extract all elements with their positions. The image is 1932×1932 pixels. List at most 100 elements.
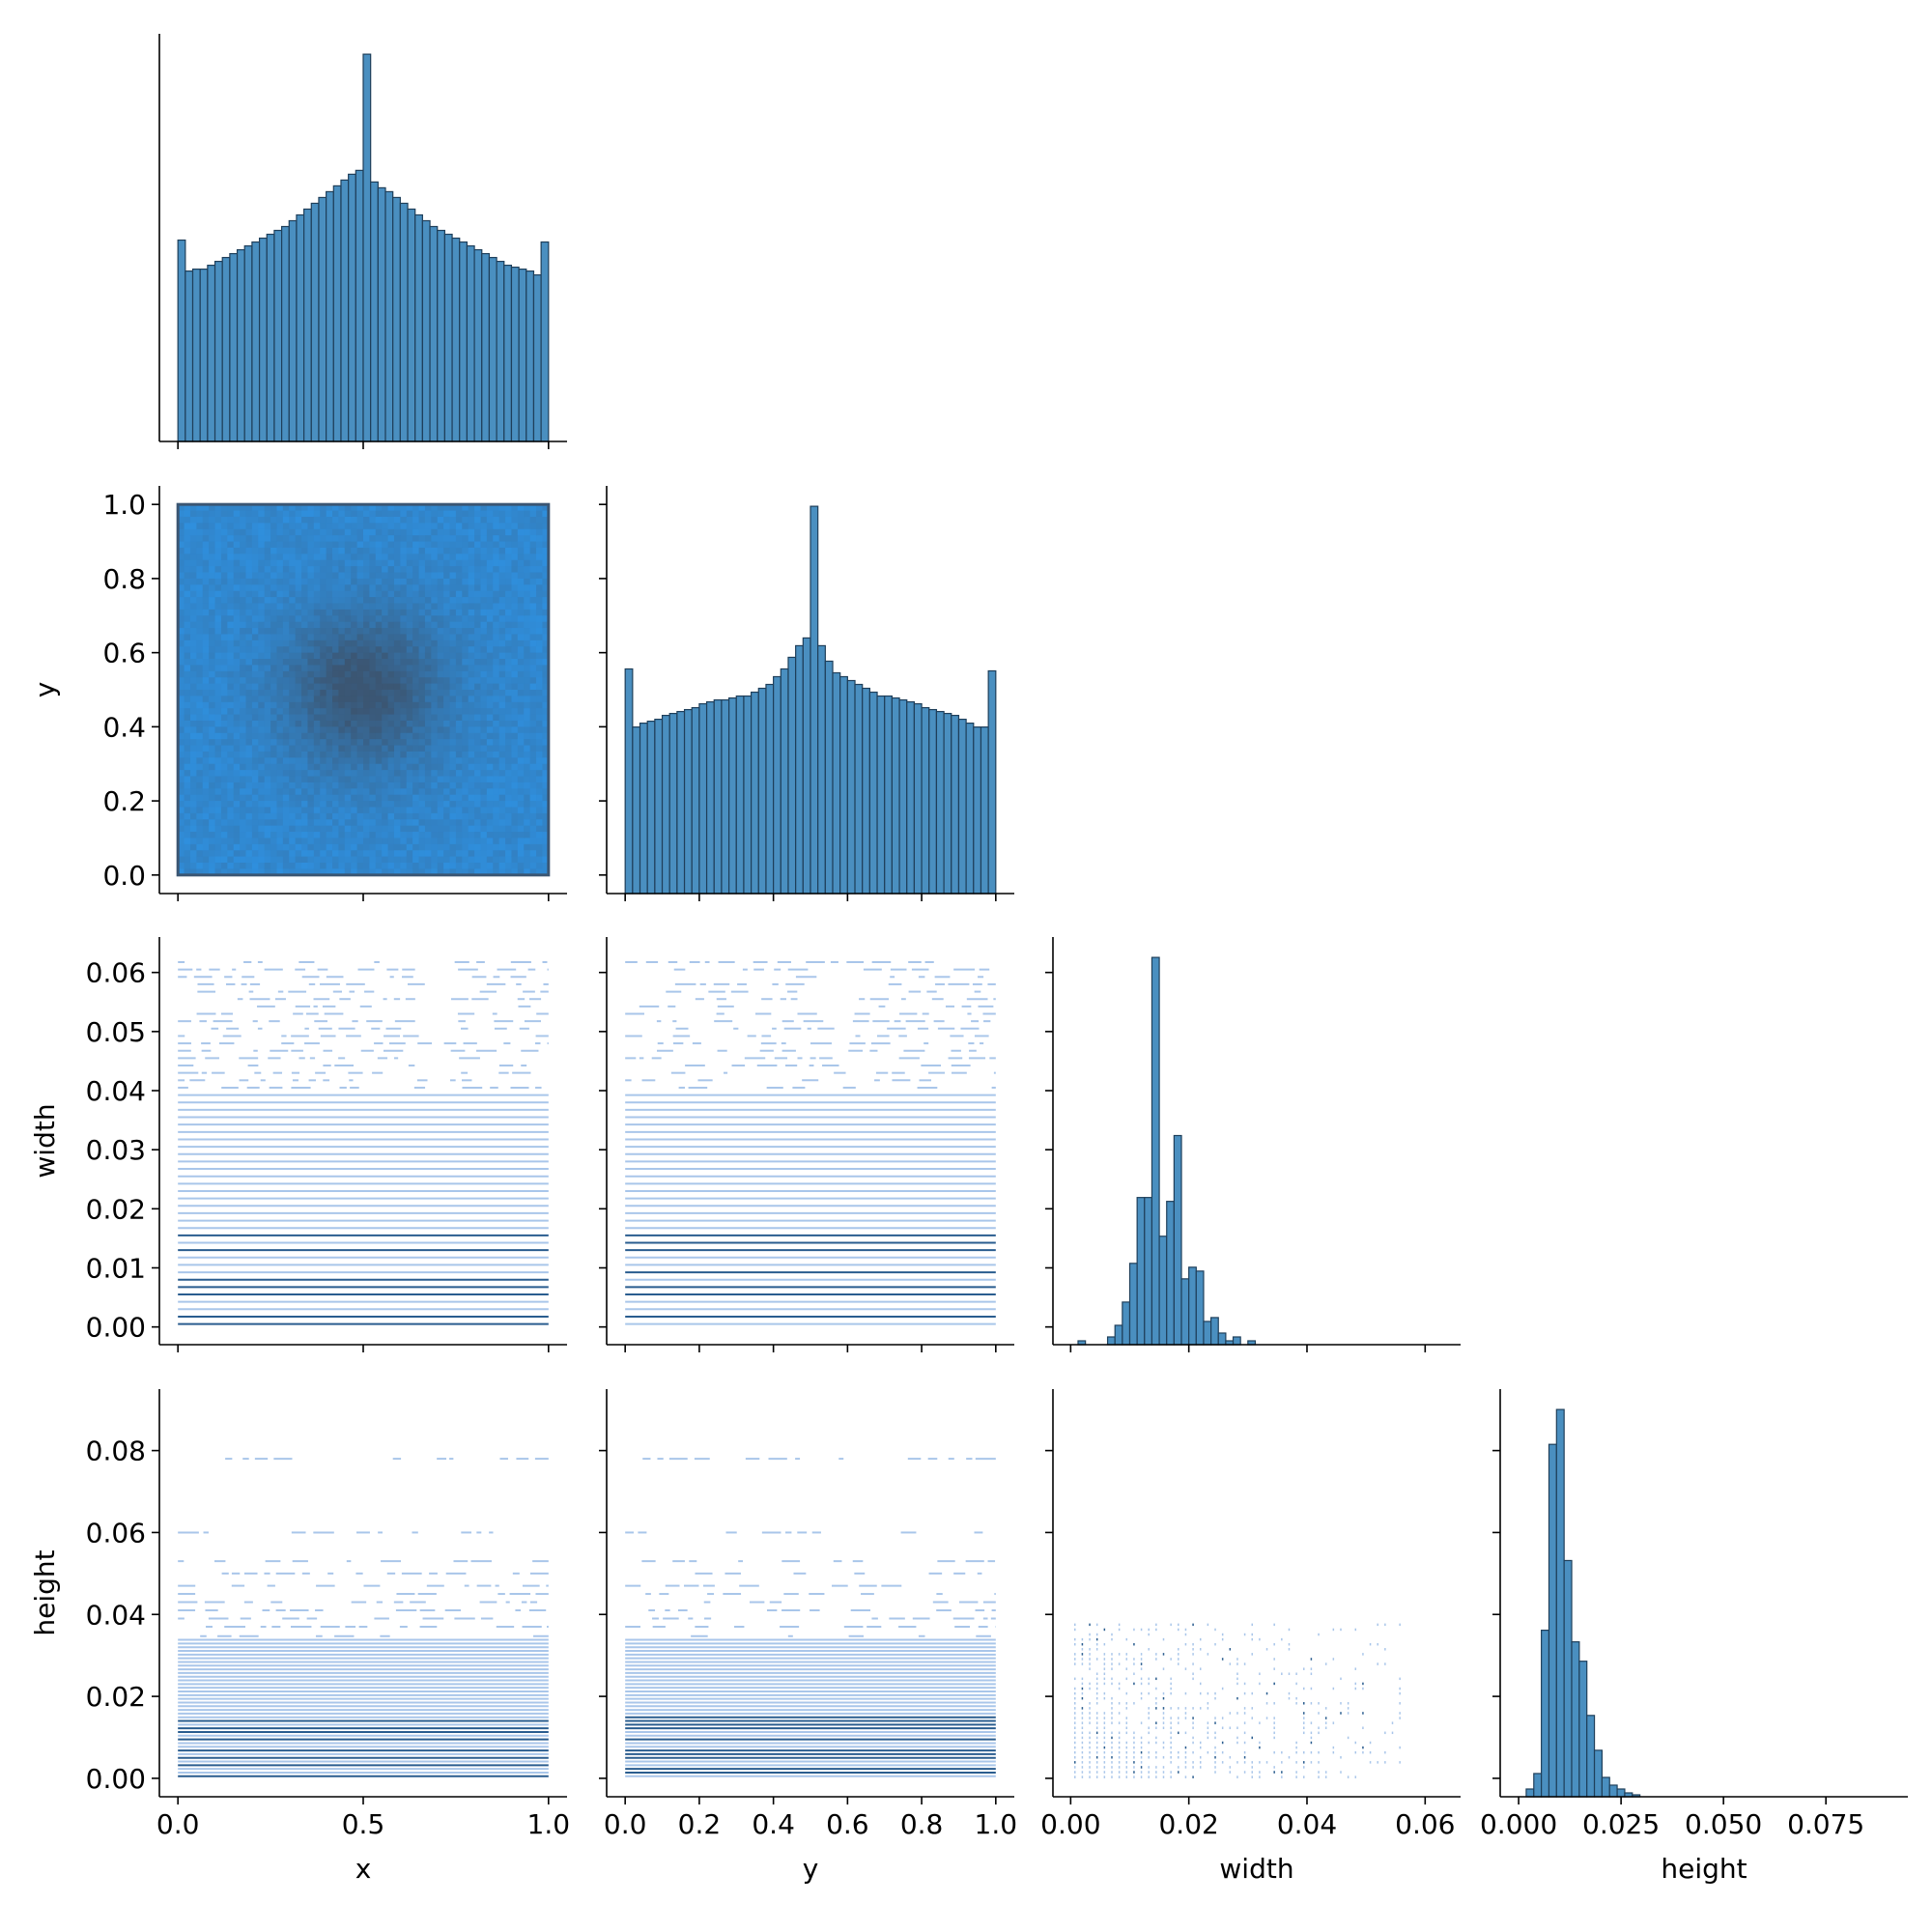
density-cell [289,843,297,851]
density-cell [449,819,457,827]
scatter-dot [1125,1731,1128,1735]
density-cell [214,510,222,518]
density-cell [220,745,228,753]
density-cell [431,863,439,869]
scatter-dot [1148,1712,1150,1715]
density-cell [387,683,395,691]
histogram-bar-height [1541,1630,1550,1798]
density-cell [320,523,327,530]
density-cell [258,628,266,635]
density-cell [363,732,370,740]
density-cell [486,578,494,585]
scatter-dot [1111,1702,1113,1705]
density-cell [251,732,259,740]
density-cell [245,726,253,734]
density-cell [498,838,506,845]
density-cell [295,739,302,747]
density-cell [295,670,302,678]
density-cell [511,776,519,783]
density-cell [313,838,321,845]
density-cell [542,732,550,740]
density-cell [542,584,550,592]
density-cell [449,726,457,734]
density-cell [542,690,550,696]
density-cell [387,646,395,654]
density-cell [344,516,352,524]
density-cell [431,739,439,747]
density-cell [387,690,395,696]
density-cell [313,659,321,666]
density-cell [449,615,457,623]
histogram-bar-y [884,695,894,895]
density-cell [326,590,333,598]
density-cell [264,701,271,709]
density-cell [209,516,216,524]
density-cell [251,683,259,691]
density-cell [431,554,439,561]
density-cell [196,776,204,783]
density-cell [301,535,308,543]
scatter-dot [1318,1731,1320,1735]
density-cell [498,812,506,820]
density-cell [486,690,494,696]
density-cell [382,690,389,696]
density-cell [196,677,204,685]
density-cell [313,504,321,512]
density-cell [517,819,525,827]
density-cell [474,659,481,666]
density-cell [480,628,488,635]
scatter-dot [1303,1687,1305,1690]
density-cell [332,832,339,838]
scatter-dot [1148,1691,1150,1695]
density-cell [375,807,383,814]
density-cell [406,615,413,623]
density-cell [344,609,352,616]
density-cell [240,572,247,580]
density-cell [418,659,426,666]
density-cell [406,609,413,616]
density-cell [424,634,432,641]
density-cell [511,646,519,654]
density-cell [375,597,383,604]
density-cell [511,584,519,592]
density-cell [517,696,525,703]
density-cell [233,856,241,864]
density-cell [320,720,327,727]
density-cell [443,670,451,678]
density-cell [542,639,550,647]
density-cell [382,615,389,623]
density-cell [282,621,290,629]
density-cell [184,621,191,629]
density-cell [356,578,364,585]
density-cell [375,825,383,833]
density-cell [307,794,315,802]
scatter-dot [1103,1696,1106,1700]
density-cell [412,554,420,561]
density-cell [486,646,494,654]
density-cell [326,652,333,660]
density-cell [375,590,383,598]
density-cell [382,504,389,512]
density-cell [264,714,271,722]
density-cell [320,646,327,654]
density-cell [536,603,543,611]
density-cell [406,794,413,802]
density-cell [209,708,216,716]
density-cell [493,696,500,703]
scatter-dot [1303,1702,1305,1705]
density-cell [178,609,185,616]
density-cell [511,757,519,765]
histogram-bar-x [296,213,305,442]
density-cell [393,701,401,709]
histogram-bar-y [721,698,730,895]
density-cell [326,504,333,512]
density-cell [517,621,525,629]
density-cell [178,739,185,747]
density-cell [202,628,210,635]
density-cell [406,578,413,585]
histogram-bar-y [654,718,664,895]
density-cell [332,819,339,827]
density-cell [536,757,543,765]
density-cell [486,615,494,623]
density-cell [406,701,413,709]
